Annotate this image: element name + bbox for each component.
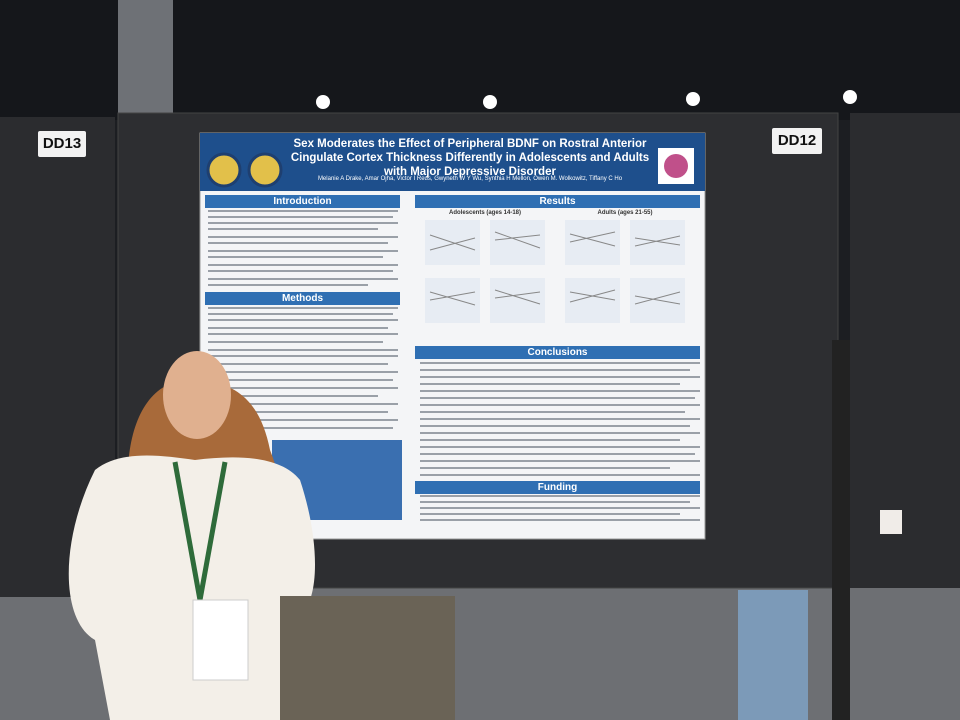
light: [843, 90, 857, 104]
badge: [192, 599, 249, 681]
poster-banner: [200, 133, 705, 191]
person-legs: [280, 596, 455, 720]
section-header: Conclusions: [415, 346, 700, 359]
figure-panel: [425, 220, 685, 323]
poster-authors: Melanie A Drake, Amar Ojha, Victor I Reu…: [317, 176, 623, 182]
logo: [664, 154, 688, 178]
section-header: Results: [415, 195, 700, 208]
booth-label: DD13: [38, 131, 86, 157]
results-group: Adolescents (ages 14-18): [448, 210, 522, 216]
panel: [850, 113, 960, 588]
section-header: Introduction: [205, 195, 400, 208]
booth-label: DD12: [772, 128, 822, 154]
face: [163, 351, 231, 439]
poster-title: Sex Moderates the Effect of Peripheral B…: [290, 138, 650, 178]
light: [483, 95, 497, 109]
body-text: [208, 210, 700, 521]
logo: [206, 152, 242, 188]
light: [686, 92, 700, 106]
section-header: Funding: [415, 481, 700, 494]
figure-lines: [429, 231, 681, 306]
light: [316, 95, 330, 109]
cup: [880, 510, 902, 534]
blouse: [68, 455, 315, 720]
section-header: Methods: [205, 292, 400, 305]
results-group: Adults (ages 21-55): [597, 210, 653, 216]
logo: [247, 152, 283, 188]
pillar: [118, 0, 173, 120]
person-legs: [738, 590, 808, 720]
post: [832, 340, 850, 720]
